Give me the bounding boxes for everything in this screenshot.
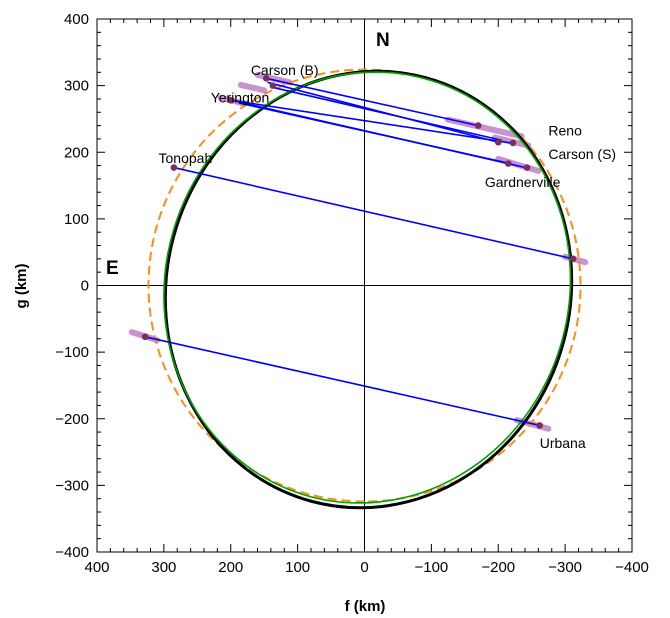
limb-fit-solid-black [163,69,574,510]
chord-endpoint [141,333,149,341]
chord-endpoint [509,139,517,147]
site-label: Reno [548,123,582,139]
y-tick-label: 100 [64,211,89,228]
plot-frame-group: 400 300 200 100 0 −100 −200 −300 −40040030020010… [55,11,649,576]
chord-line [270,86,502,142]
site-label: Gardnerville [485,174,561,190]
chord-endpoint [227,96,235,104]
site-label: Urbana [540,435,586,451]
x-tick-label: −300 [548,559,582,576]
x-tick-label: 100 [285,559,310,576]
error-bars-group [128,71,589,432]
chord-endpoint [504,160,512,167]
x-axis-title: f (km) [345,598,386,615]
north-label: N [376,30,390,51]
chord-error-bar [254,71,293,86]
chord-endpoint [262,74,270,82]
x-tick-label: −100 [414,559,448,576]
chord-endpoint [170,164,178,171]
chord-endpoint [269,82,277,89]
points-group [141,74,577,429]
y-tick-label: 400 [64,11,89,28]
chord-line [237,100,529,170]
chord-error-bar [237,81,268,94]
chord-endpoint [474,122,482,129]
y-tick-label: −400 [55,544,89,561]
y-tick-label: 300 [64,78,89,95]
limb-fits-group [147,68,582,510]
y-tick-label: −100 [55,344,89,361]
y-axis-title: g (km) [13,263,30,308]
y-tick-label: 0 [81,278,89,295]
chord-endpoint [494,138,502,146]
x-tick-label: 400 [84,559,109,576]
y-tick-label: 200 [64,144,89,161]
chord-line [266,77,479,127]
chord-endpoint [569,255,577,263]
site-label: Tonopah [159,150,213,166]
east-label: E [106,258,119,279]
chord-line [173,166,574,260]
y-tick-label: −300 [55,477,89,494]
chord-error-bar [495,155,542,174]
x-tick-label: 200 [218,559,243,576]
chord-endpoint [523,164,531,171]
x-tick-label: 300 [151,559,176,576]
site-label: Carson (B) [251,62,319,78]
chords-group [144,77,574,427]
x-tick-label: −200 [481,559,515,576]
x-tick-label: −400 [615,559,649,576]
y-tick-label: −200 [55,411,89,428]
chord-line [144,336,540,427]
labels-group: g (km) f (km) N E Carson (B) Yerington Ren… [13,30,616,615]
limb-fit-solid-green [163,71,572,504]
site-label: Yerington [211,89,270,105]
limb-fit-dashed-orange [147,68,582,503]
site-label: Carson (S) [548,146,616,162]
chord-line [230,99,516,145]
chord-endpoint [536,422,544,429]
x-tick-label: 0 [360,559,368,576]
